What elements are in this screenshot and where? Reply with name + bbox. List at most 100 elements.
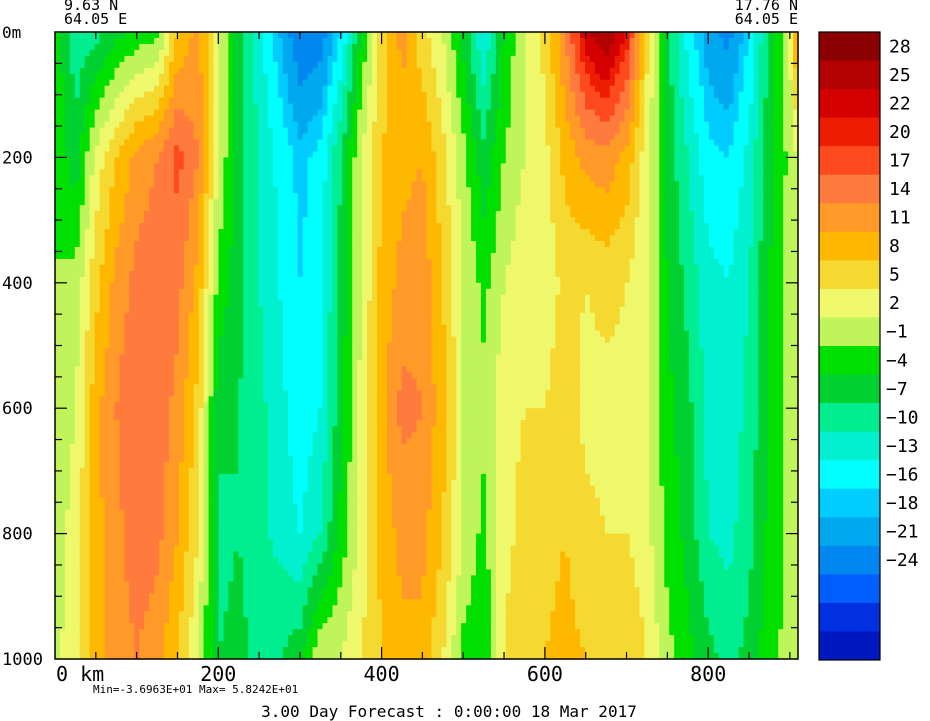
heatmap-cell: [243, 199, 259, 206]
heatmap-cell: [218, 258, 229, 266]
heatmap-cell: [431, 324, 447, 332]
heatmap-cell: [540, 32, 551, 39]
heatmap-cell: [461, 270, 477, 278]
heatmap-cell: [783, 103, 794, 111]
heatmap-cell: [124, 211, 145, 218]
heatmap-cell: [639, 115, 646, 123]
heatmap-cell: [376, 515, 393, 523]
heatmap-cell: [679, 497, 695, 505]
heatmap-cell: [243, 127, 259, 135]
heatmap-cell: [773, 145, 784, 153]
heatmap-cell: [753, 61, 759, 69]
heatmap-cell: [213, 432, 239, 439]
heatmap-cell: [550, 217, 576, 224]
heatmap-cell: [208, 533, 215, 541]
heatmap-cell: [520, 181, 551, 188]
heatmap-cell: [396, 408, 423, 415]
heatmap-cell: [456, 169, 467, 176]
heatmap-cell: [456, 366, 462, 373]
heatmap-cell: [94, 324, 111, 332]
heatmap-cell: [198, 461, 205, 469]
heatmap-cell: [99, 420, 120, 427]
heatmap-cell: [372, 49, 378, 57]
heatmap-cell: [391, 479, 433, 487]
heatmap-cell: [302, 252, 324, 260]
heatmap-cell: [698, 318, 750, 326]
heatmap-cell: [337, 587, 353, 594]
heatmap-cell: [555, 300, 586, 308]
heatmap-cell: [347, 157, 353, 164]
heatmap-cell: [480, 199, 487, 206]
heatmap-cell: [515, 32, 527, 39]
heatmap-cell: [401, 49, 408, 57]
heatmap-cell: [698, 282, 750, 290]
heatmap-cell: [456, 623, 462, 630]
heatmap-cell: [510, 587, 556, 594]
heatmap-cell: [357, 432, 368, 439]
heatmap-cell: [783, 575, 799, 582]
heatmap-cell: [55, 450, 71, 457]
heatmap-cell: [476, 91, 492, 99]
heatmap-cell: [634, 252, 650, 260]
heatmap-cell: [753, 79, 759, 87]
heatmap-cell: [213, 246, 220, 254]
heatmap-cell: [342, 372, 353, 379]
heatmap-cell: [198, 545, 205, 553]
heatmap-cell: [302, 569, 319, 576]
heatmap-cell: [565, 115, 581, 123]
heatmap-cell: [461, 127, 472, 135]
heatmap-cell: [292, 455, 309, 463]
heatmap-cell: [783, 318, 799, 326]
heatmap-cell: [669, 61, 680, 69]
heatmap-cell: [159, 97, 170, 105]
heatmap-cell: [446, 420, 457, 427]
heatmap-cell: [619, 97, 631, 105]
heatmap-cell: [228, 121, 234, 129]
heatmap-cell: [69, 163, 81, 170]
heatmap-cell: [629, 139, 636, 147]
heatmap-cell: [213, 366, 220, 373]
heatmap-cell: [203, 521, 210, 529]
heatmap-cell: [109, 199, 125, 206]
heatmap-cell: [347, 264, 353, 272]
heatmap-cell: [609, 235, 636, 242]
heatmap-cell: [327, 330, 338, 338]
heatmap-cell: [357, 97, 363, 105]
heatmap-cell: [104, 241, 120, 248]
heatmap-cell: [451, 258, 462, 266]
heatmap-cell: [490, 103, 502, 111]
heatmap-cell: [471, 211, 482, 218]
heatmap-cell: [758, 414, 769, 421]
heatmap-cell: [495, 414, 527, 421]
heatmap-cell: [119, 491, 165, 499]
heatmap-cell: [144, 217, 190, 224]
heatmap-cell: [178, 539, 190, 547]
heatmap-cell: [362, 288, 373, 296]
heatmap-cell: [654, 91, 660, 99]
heatmap-cell: [64, 145, 81, 153]
heatmap-cell: [233, 563, 244, 571]
heatmap-cell: [124, 217, 145, 224]
heatmap-cell: [55, 515, 66, 523]
heatmap-cell: [99, 169, 116, 176]
heatmap-cell: [793, 73, 799, 81]
heatmap-cell: [302, 133, 324, 141]
heatmap-cell: [505, 611, 551, 618]
heatmap-cell: [614, 79, 626, 87]
heatmap-cell: [540, 61, 551, 69]
heatmap-cell: [258, 235, 279, 242]
heatmap-cell: [614, 324, 650, 332]
heatmap-cell: [758, 390, 769, 397]
heatmap-cell: [218, 32, 229, 39]
heatmap-cell: [386, 121, 433, 129]
heatmap-cell: [367, 91, 378, 99]
heatmap-cell: [550, 37, 561, 45]
heatmap-cell: [277, 241, 299, 248]
heatmap-cell: [659, 342, 670, 350]
heatmap-cell: [178, 503, 190, 511]
heatmap-cell: [332, 563, 343, 571]
heatmap-cell: [431, 473, 447, 481]
heatmap-cell: [55, 181, 71, 188]
heatmap-cell: [139, 235, 190, 242]
heatmap-cell: [327, 342, 338, 350]
